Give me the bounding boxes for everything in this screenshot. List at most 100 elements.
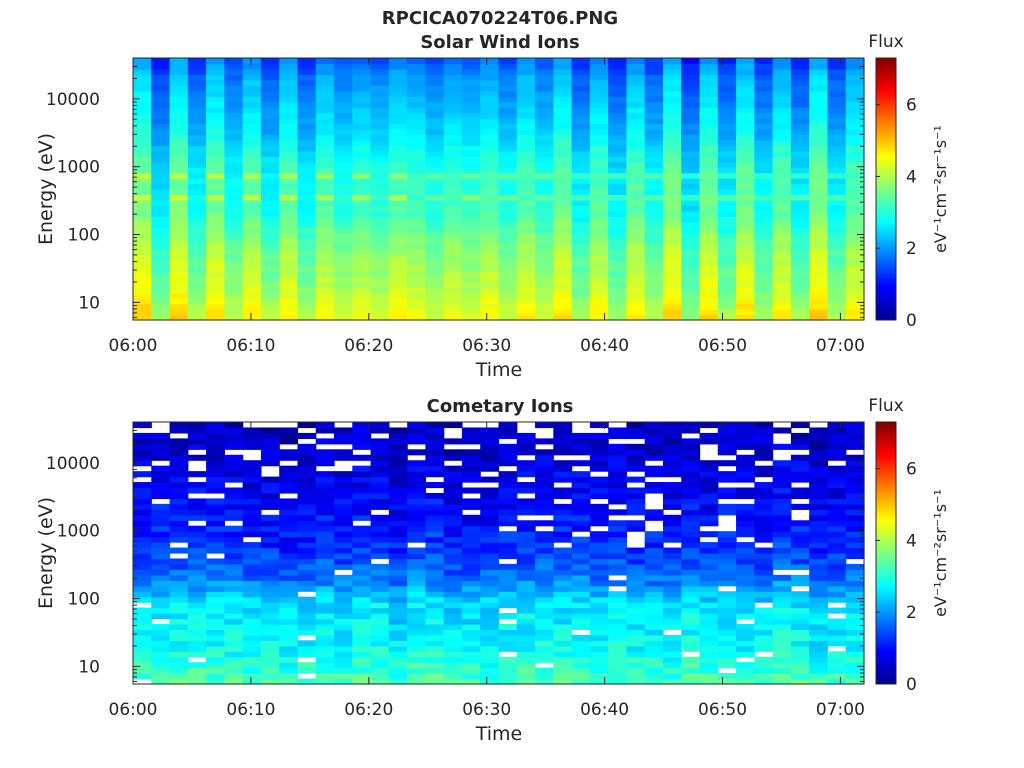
heatmap-cell-solar-wind xyxy=(809,96,829,103)
heatmap-cell-solar-wind xyxy=(644,281,664,288)
heatmap-cell-solar-wind xyxy=(260,90,280,97)
heatmap-cell-cometary xyxy=(388,547,408,554)
heatmap-cell-solar-wind xyxy=(443,259,463,267)
heatmap-cell-solar-wind xyxy=(407,74,427,81)
heatmap-cell-cometary xyxy=(370,422,390,429)
heatmap-cell-cometary xyxy=(772,531,792,538)
heatmap-cell-cometary xyxy=(535,569,554,576)
heatmap-cell-solar-wind xyxy=(772,112,792,119)
heatmap-cell-solar-wind xyxy=(662,259,682,267)
heatmap-cell-solar-wind xyxy=(352,96,372,103)
heatmap-cell-cometary xyxy=(370,438,390,445)
heatmap-cell-solar-wind xyxy=(553,85,573,92)
heatmap-cell-solar-wind xyxy=(681,134,701,141)
heatmap-cell-solar-wind xyxy=(772,287,792,294)
heatmap-cell-solar-wind xyxy=(224,238,244,245)
heatmap-cell-cometary xyxy=(681,443,701,450)
heatmap-cell-solar-wind xyxy=(206,210,225,217)
heatmap-cell-solar-wind xyxy=(169,156,189,163)
heatmap-cell-solar-wind xyxy=(644,227,664,234)
heatmap-cell-solar-wind xyxy=(736,112,755,119)
heatmap-cell-cometary xyxy=(224,574,244,581)
heatmap-cell-solar-wind xyxy=(736,123,755,130)
heatmap-cell-solar-wind xyxy=(334,199,353,206)
heatmap-cell-cometary xyxy=(279,640,299,647)
heatmap-cell-solar-wind xyxy=(772,254,792,261)
heatmap-cell-solar-wind xyxy=(352,128,372,136)
heatmap-cell-cometary xyxy=(407,449,427,456)
heatmap-cell-solar-wind xyxy=(662,210,682,217)
heatmap-cell-cometary xyxy=(717,509,737,516)
heatmap-cell-solar-wind xyxy=(242,210,262,217)
heatmap-cell-solar-wind xyxy=(443,249,463,256)
heatmap-cell-cometary xyxy=(187,634,207,641)
heatmap-cell-cometary xyxy=(352,585,372,592)
heatmap-cell-cometary xyxy=(169,509,189,516)
heatmap-cell-cometary xyxy=(754,438,774,445)
heatmap-cell-solar-wind xyxy=(206,96,225,103)
heatmap-cell-solar-wind xyxy=(644,139,664,146)
heatmap-cell-solar-wind xyxy=(626,232,646,239)
heatmap-cell-solar-wind xyxy=(297,145,317,152)
heatmap-cell-cometary xyxy=(498,520,518,527)
heatmap-cell-cometary xyxy=(571,580,591,587)
heatmap-cell-solar-wind xyxy=(388,85,408,92)
heatmap-cell-cometary xyxy=(790,487,810,494)
heatmap-cell-cometary xyxy=(736,640,755,647)
heatmap-cell-solar-wind xyxy=(516,205,536,212)
heatmap-cell-solar-wind xyxy=(516,259,536,267)
heatmap-cell-solar-wind xyxy=(443,128,463,136)
heatmap-cell-cometary xyxy=(608,678,628,685)
heatmap-cell-solar-wind xyxy=(407,68,427,75)
heatmap-cell-solar-wind xyxy=(608,292,628,299)
heatmap-cell-cometary xyxy=(535,498,554,505)
heatmap-cell-solar-wind xyxy=(461,58,481,65)
heatmap-cell-cometary xyxy=(772,613,792,620)
heatmap-cell-solar-wind xyxy=(790,96,810,103)
heatmap-cell-solar-wind xyxy=(133,298,152,305)
heatmap-cell-solar-wind xyxy=(297,265,317,272)
heatmap-cell-cometary xyxy=(187,438,207,445)
heatmap-cell-cometary xyxy=(407,607,427,614)
heatmap-cell-solar-wind xyxy=(809,68,829,75)
heatmap-cell-solar-wind xyxy=(535,216,554,223)
heatmap-cell-cometary xyxy=(388,525,408,532)
heatmap-cell-solar-wind xyxy=(754,265,774,272)
heatmap-cell-cometary xyxy=(388,443,408,450)
heatmap-cell-solar-wind xyxy=(425,74,445,81)
heatmap-cell-cometary xyxy=(498,678,518,685)
heatmap-cell-solar-wind xyxy=(425,183,445,190)
heatmap-cell-cometary xyxy=(626,651,646,658)
heatmap-cell-solar-wind xyxy=(790,161,810,168)
heatmap-cell-cometary xyxy=(187,673,207,680)
heatmap-cell-cometary xyxy=(151,607,171,614)
heatmap-cell-solar-wind xyxy=(425,90,445,97)
heatmap-cell-cometary xyxy=(498,487,518,494)
heatmap-cell-cometary xyxy=(151,536,171,543)
heatmap-cell-solar-wind xyxy=(608,265,628,272)
heatmap-cell-solar-wind xyxy=(334,128,353,136)
heatmap-cell-cometary xyxy=(845,553,865,560)
heatmap-cell-cometary xyxy=(553,487,573,494)
heatmap-cell-cometary xyxy=(297,482,317,489)
heatmap-cell-solar-wind xyxy=(571,314,591,321)
heatmap-cell-solar-wind xyxy=(827,167,847,174)
heatmap-cell-solar-wind xyxy=(535,227,554,234)
heatmap-cell-cometary xyxy=(133,487,152,494)
heatmap-cell-cometary xyxy=(407,596,427,603)
heatmap-cell-cometary xyxy=(352,509,372,516)
heatmap-cell-cometary xyxy=(297,525,317,532)
heatmap-cell-cometary xyxy=(206,673,225,680)
heatmap-cell-solar-wind xyxy=(845,210,865,217)
heatmap-cell-cometary xyxy=(827,520,847,527)
heatmap-cell-cometary xyxy=(443,634,463,641)
heatmap-cell-solar-wind xyxy=(626,139,646,146)
heatmap-cell-cometary xyxy=(809,563,829,570)
heatmap-cell-cometary xyxy=(717,443,737,450)
heatmap-cell-cometary xyxy=(553,443,573,450)
heatmap-cell-cometary xyxy=(133,536,152,543)
heatmap-cell-cometary xyxy=(790,623,810,631)
heatmap-cell-cometary xyxy=(133,432,152,439)
heatmap-cell-cometary xyxy=(699,498,719,505)
heatmap-cell-solar-wind xyxy=(388,189,408,196)
